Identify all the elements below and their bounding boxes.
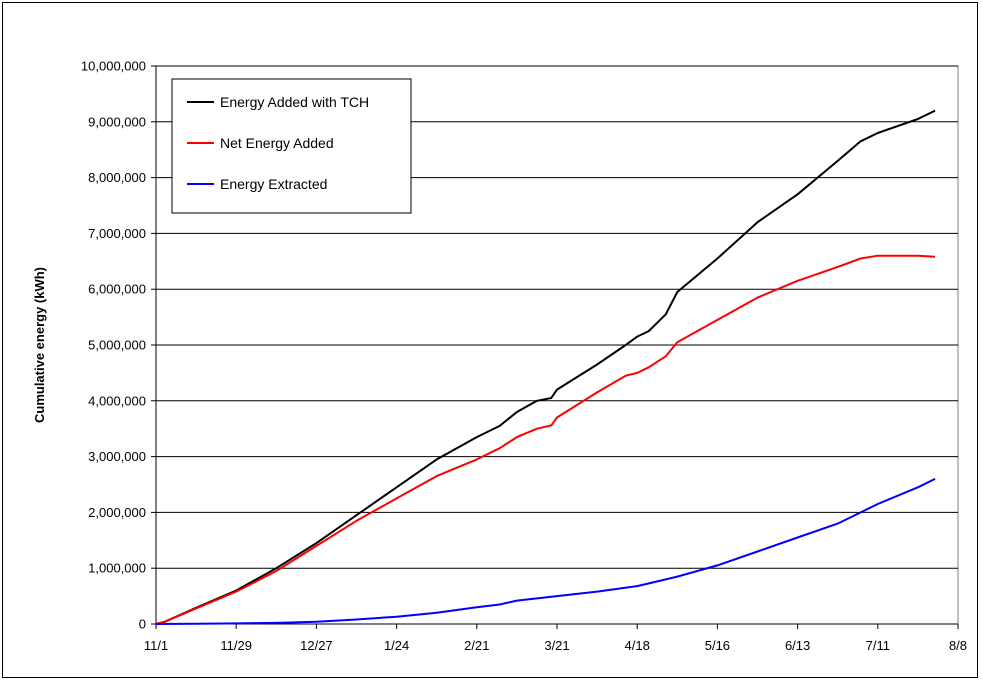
x-tick-label: 6/13 xyxy=(785,638,810,653)
x-tick-label: 11/1 xyxy=(144,638,168,653)
x-tick-label: 1/24 xyxy=(384,638,409,653)
x-tick-label: 5/16 xyxy=(705,638,730,653)
legend-label: Net Energy Added xyxy=(220,135,334,151)
y-axis: 0 1,000,000 2,000,000 3,000,000 4,000,000 5,0… xyxy=(81,59,157,632)
x-tick-label: 12/27 xyxy=(300,638,333,653)
y-tick-label: 7,000,000 xyxy=(88,226,146,241)
y-tick-label: 9,000,000 xyxy=(88,114,146,129)
x-axis: 11/1 11/29 12/27 1/24 2/21 3/21 4/18 5/16 6/13 7/… xyxy=(144,623,967,653)
x-tick-label: 2/21 xyxy=(464,638,489,653)
y-tick-label: 1,000,000 xyxy=(88,561,146,576)
legend-label: Energy Extracted xyxy=(220,176,327,192)
y-tick-label: 10,000,000 xyxy=(81,59,146,74)
x-tick-label: 4/18 xyxy=(625,638,650,653)
legend-label: Energy Added with TCH xyxy=(220,94,369,110)
series-lines xyxy=(155,109,936,625)
series-line-energy-extracted xyxy=(155,478,936,625)
y-tick-label: 8,000,000 xyxy=(88,170,146,185)
series-line-net-energy-added xyxy=(155,254,936,625)
x-tick-label: 7/11 xyxy=(866,638,890,653)
legend: Energy Added with TCH Net Energy Added Ene… xyxy=(171,78,412,214)
x-tick-label: 3/21 xyxy=(544,638,569,653)
y-tick-label: 2,000,000 xyxy=(88,505,146,520)
x-tick-label: 8/8 xyxy=(949,638,967,653)
y-tick-label: 5,000,000 xyxy=(88,338,146,353)
y-tick-label: 3,000,000 xyxy=(88,449,146,464)
y-tick-label: 4,000,000 xyxy=(88,393,146,408)
gridlines xyxy=(156,65,958,569)
x-tick-label: 11/29 xyxy=(220,638,252,653)
series-line-energy-added-with-tch xyxy=(155,109,936,625)
y-tick-label: 0 xyxy=(139,617,146,632)
y-tick-label: 6,000,000 xyxy=(88,282,146,297)
y-axis-label: Cumulative energy (kWh) xyxy=(32,267,47,423)
